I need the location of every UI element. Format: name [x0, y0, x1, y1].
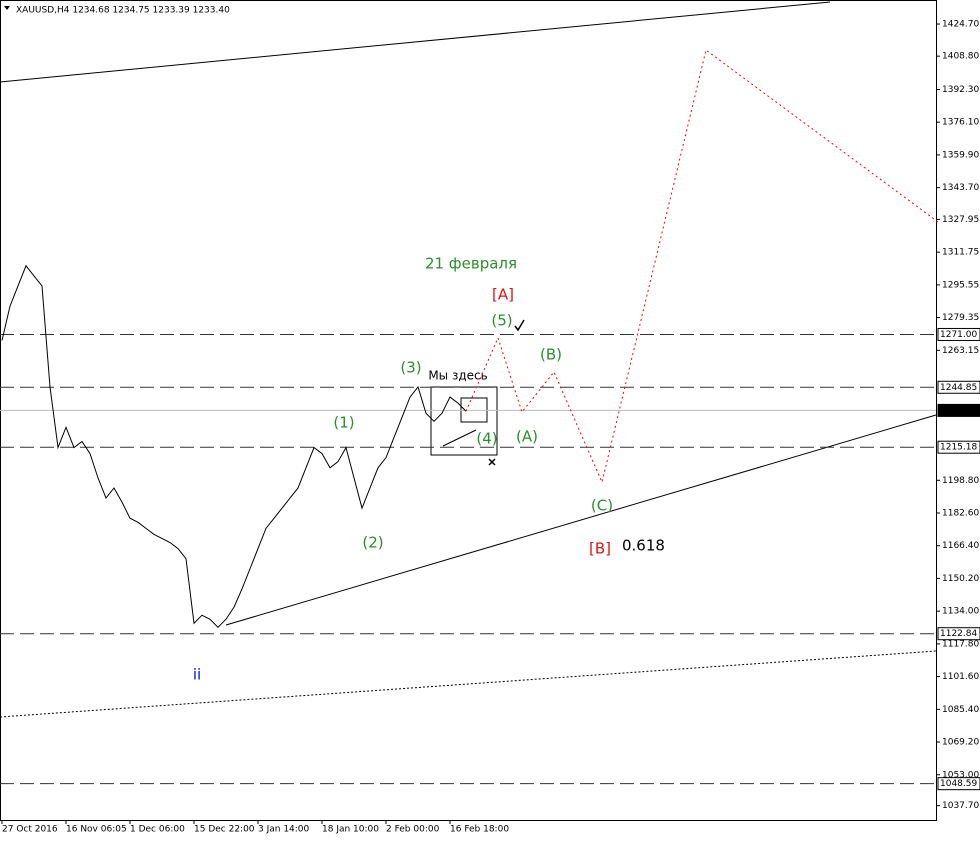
cross-mark	[488, 458, 496, 466]
annotation: ii	[193, 666, 201, 684]
annotation: 0.618	[622, 537, 665, 555]
annotation: Мы здесь	[428, 369, 487, 383]
annotation: 21 февраля	[425, 255, 517, 273]
level-line-tag	[937, 440, 980, 454]
y-tick-label: 1117.80	[942, 639, 979, 649]
x-tick-label: 16 Nov 06:05	[66, 825, 127, 835]
x-tick-label: 18 Jan 10:00	[322, 825, 379, 835]
y-tick-label: 1359.90	[942, 150, 979, 160]
y-tick-label: 1327.95	[942, 215, 979, 225]
series-line	[1, 264, 467, 629]
level-line-label: 1048.59	[940, 779, 977, 789]
level-line-tag	[937, 380, 980, 394]
x-tick-label: 16 Feb 18:00	[450, 825, 509, 835]
level-line-tag	[937, 777, 980, 791]
annotation: (2)	[362, 534, 383, 552]
y-tick-label: 1376.10	[942, 118, 979, 128]
y-tick-label: 1408.80	[942, 52, 979, 62]
y-tick-label: 1101.60	[942, 672, 979, 682]
annotation: (5)	[491, 312, 512, 330]
y-tick-label: 1424.70	[942, 20, 979, 30]
trend-line	[225, 414, 937, 626]
y-tick-label: 1279.35	[942, 313, 979, 323]
y-tick-label: 1166.40	[942, 541, 979, 551]
current-price-line-tag	[937, 403, 980, 417]
x-tick-label: 1 Dec 06:00	[130, 825, 185, 835]
channel-line	[0, 1, 831, 83]
annotation: (3)	[400, 359, 421, 377]
x-tick-label: 3 Jan 14:00	[258, 825, 310, 835]
dotted-line	[0, 650, 937, 718]
check-mark	[514, 319, 525, 332]
annotation: (1)	[333, 414, 354, 432]
annotation: (A)	[516, 428, 538, 446]
annotation: (B)	[540, 346, 562, 364]
level-line-label: 1215.18	[940, 443, 977, 453]
x-tick-label: 27 Oct 2016	[2, 825, 58, 835]
y-tick-label: 1037.70	[942, 801, 979, 811]
y-tick-label: 1343.70	[942, 183, 979, 193]
level-line-tag	[937, 627, 980, 641]
annotation: (4)	[476, 430, 497, 448]
y-tick-label: 1150.20	[942, 574, 979, 584]
mini-trend	[442, 429, 477, 447]
y-tick-label: 1134.00	[942, 607, 979, 617]
y-tick-label: 1263.15	[942, 346, 979, 356]
annotation: [B]	[589, 540, 611, 558]
series-line	[465, 49, 939, 484]
y-tick-label: 1053.00	[942, 770, 979, 780]
annotation: [A]	[492, 286, 514, 304]
y-tick-label: 1182.60	[942, 509, 979, 519]
level-line-label: 1271.00	[940, 330, 977, 340]
current-price-line-label: 1233.40	[940, 406, 977, 416]
y-tick-label: 1198.80	[942, 476, 979, 486]
y-tick-label: 1311.75	[942, 248, 979, 258]
annotation: (C)	[591, 497, 613, 515]
header-icon	[4, 6, 10, 10]
y-tick-label: 1085.40	[942, 705, 979, 715]
x-tick-label: 15 Dec 22:00	[194, 825, 255, 835]
level-line-label: 1244.85	[940, 383, 977, 393]
y-tick-label: 1295.55	[942, 280, 979, 290]
chart-header: XAUUSD,H4 1234.68 1234.75 1233.39 1233.4…	[16, 6, 230, 16]
x-tick-label: 2 Feb 00:00	[386, 825, 440, 835]
level-line-label: 1122.84	[940, 629, 977, 639]
y-tick-label: 1069.20	[942, 738, 979, 748]
y-tick-label: 1392.30	[942, 85, 979, 95]
level-line-tag	[937, 327, 980, 341]
